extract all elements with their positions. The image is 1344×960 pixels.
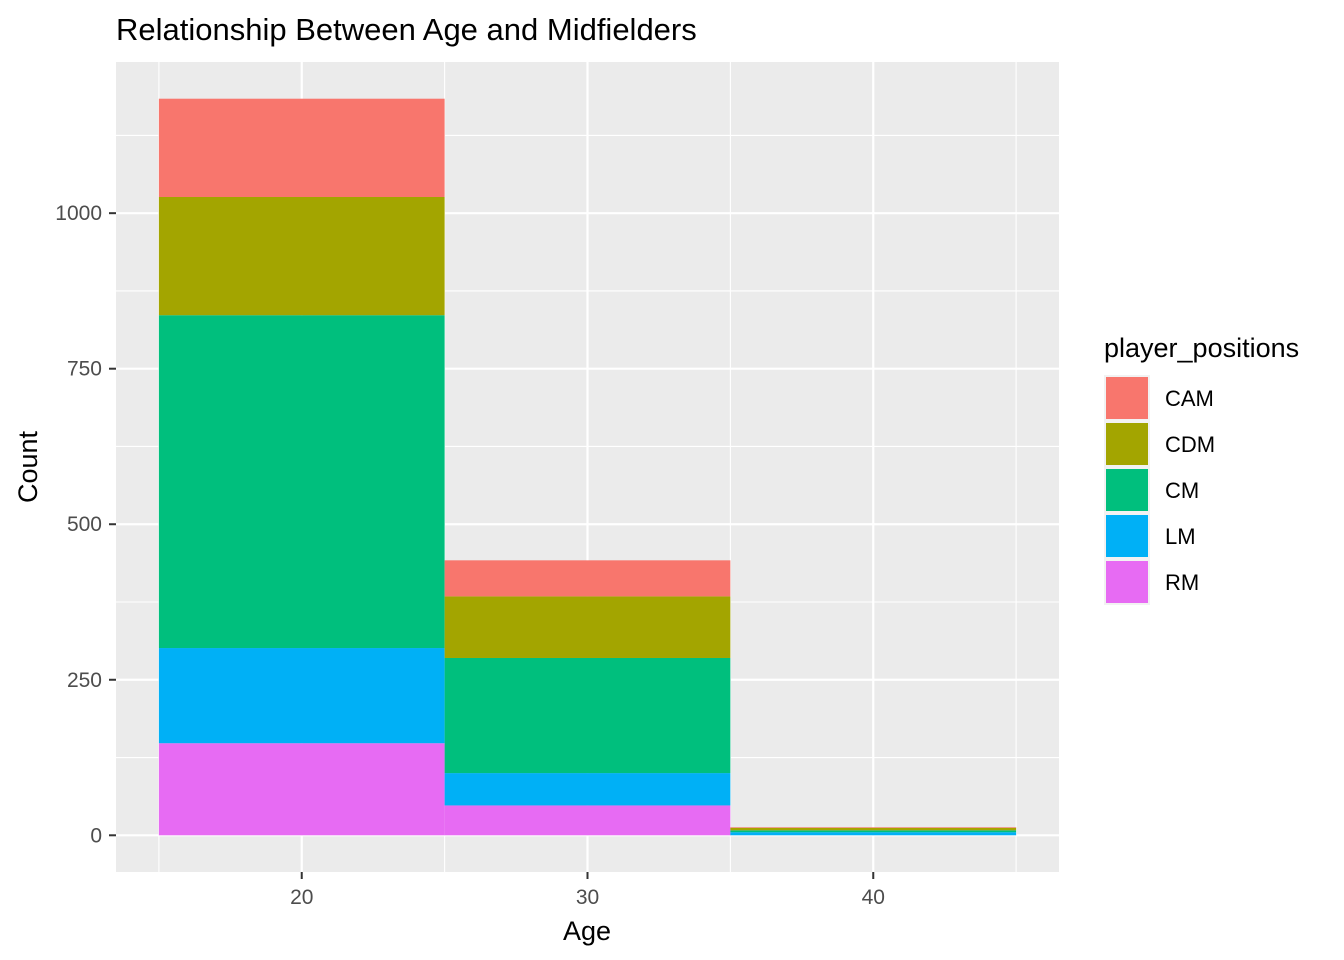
legend-label-cdm: CDM xyxy=(1165,432,1215,457)
y-axis-title: Count xyxy=(13,430,43,503)
bar-cam-bin-2 xyxy=(444,560,731,597)
bar-cam-bin-3 xyxy=(730,827,1017,828)
x-axis-ticks: 20 30 40 xyxy=(290,872,885,909)
bar-lm-bin-2 xyxy=(444,773,731,806)
bars xyxy=(158,98,1017,836)
y-tick-label: 0 xyxy=(90,824,102,847)
legend-key-cdm xyxy=(1106,423,1148,465)
bar-rm-bin-2 xyxy=(444,805,731,836)
legend-items: CAM CDM CM LM RM xyxy=(1104,375,1215,605)
legend-key-lm xyxy=(1106,515,1148,557)
bar-cm-bin-2 xyxy=(444,657,731,774)
y-tick-label: 1000 xyxy=(55,202,102,225)
bar-cdm-bin-2 xyxy=(444,596,731,658)
x-tick-label: 40 xyxy=(862,886,885,909)
bar-lm-bin-1 xyxy=(158,648,445,744)
x-axis-title: Age xyxy=(563,916,611,946)
y-tick-label: 500 xyxy=(67,513,102,536)
bar-cm-bin-3 xyxy=(730,830,1017,833)
legend-title: player_positions xyxy=(1104,333,1299,363)
y-tick-label: 750 xyxy=(67,358,102,381)
legend-label-rm: RM xyxy=(1165,570,1199,595)
legend-label-cm: CM xyxy=(1165,478,1199,503)
bar-rm-bin-1 xyxy=(158,743,445,836)
legend-key-rm xyxy=(1106,561,1148,603)
y-axis-ticks: 0 250 500 750 1000 xyxy=(55,202,116,847)
chart-title: Relationship Between Age and Midfielders xyxy=(116,12,697,47)
legend-key-cam xyxy=(1106,377,1148,419)
bar-cm-bin-1 xyxy=(158,315,445,649)
x-tick-label: 20 xyxy=(290,886,313,909)
y-tick-label: 250 xyxy=(67,669,102,692)
bar-cdm-bin-1 xyxy=(158,197,445,316)
legend-label-lm: LM xyxy=(1165,524,1196,549)
bar-cdm-bin-3 xyxy=(730,827,1017,831)
legend-key-cm xyxy=(1106,469,1148,511)
bar-lm-bin-3 xyxy=(730,832,1017,836)
bar-cam-bin-1 xyxy=(158,98,445,197)
x-tick-label: 30 xyxy=(576,886,599,909)
legend-label-cam: CAM xyxy=(1165,386,1214,411)
legend: player_positions CAM CDM CM LM RM xyxy=(1104,333,1299,605)
